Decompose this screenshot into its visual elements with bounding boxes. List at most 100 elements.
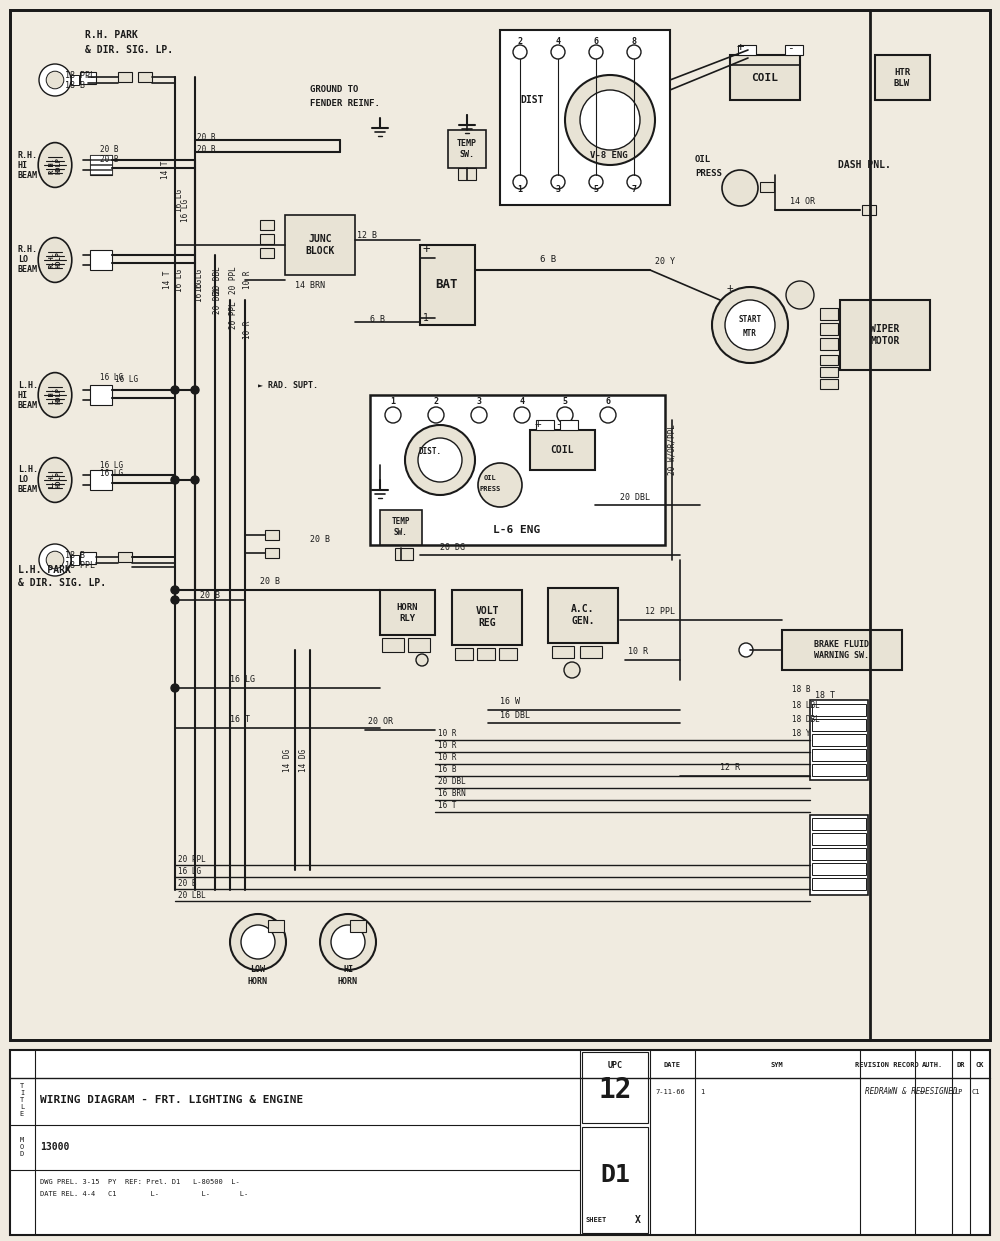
Circle shape xyxy=(416,654,428,666)
Circle shape xyxy=(513,175,527,189)
Circle shape xyxy=(722,170,758,206)
Bar xyxy=(452,589,522,645)
Text: REDRAWN & REDESIGNED: REDRAWN & REDESIGNED xyxy=(865,1087,958,1097)
Bar xyxy=(730,55,800,101)
Text: 3: 3 xyxy=(477,397,482,407)
Bar xyxy=(268,920,284,932)
Circle shape xyxy=(331,925,365,959)
Circle shape xyxy=(786,280,814,309)
Text: 10 R: 10 R xyxy=(628,648,648,656)
Bar xyxy=(350,920,366,932)
Text: L.H.: L.H. xyxy=(18,381,38,390)
Text: TEMP
SW.: TEMP SW. xyxy=(392,517,410,536)
Text: 16 LG: 16 LG xyxy=(196,268,205,292)
Bar xyxy=(260,220,274,230)
Bar xyxy=(285,215,355,276)
Text: +: + xyxy=(535,419,541,429)
Text: L-6 ENG: L-6 ENG xyxy=(493,525,541,535)
Text: M
O
D: M O D xyxy=(20,1137,24,1157)
Text: 16 LG: 16 LG xyxy=(100,469,123,478)
Bar xyxy=(80,72,96,84)
Bar xyxy=(90,165,112,169)
Text: 12 B: 12 B xyxy=(357,231,377,240)
Circle shape xyxy=(230,915,286,970)
Circle shape xyxy=(241,925,275,959)
Bar xyxy=(582,1052,648,1123)
Bar xyxy=(455,648,473,660)
Bar xyxy=(812,877,866,890)
Bar xyxy=(820,323,838,335)
Text: 1: 1 xyxy=(518,185,522,195)
Bar xyxy=(420,244,475,325)
Text: 20 B: 20 B xyxy=(100,145,119,154)
Text: 20 DBL: 20 DBL xyxy=(620,493,650,501)
Text: TEMP
SW.: TEMP SW. xyxy=(457,139,477,159)
Circle shape xyxy=(39,65,71,96)
Bar xyxy=(90,155,112,159)
Bar xyxy=(812,704,866,716)
Bar xyxy=(10,10,990,1040)
Text: 20 B: 20 B xyxy=(178,879,196,887)
Circle shape xyxy=(589,175,603,189)
Bar xyxy=(812,862,866,875)
Text: 16 T: 16 T xyxy=(438,802,456,810)
Text: R.H.
HDLP: R.H. HDLP xyxy=(48,252,62,268)
Text: BEAM: BEAM xyxy=(18,401,38,410)
Text: 6: 6 xyxy=(594,37,598,46)
Text: REVISION RECORD: REVISION RECORD xyxy=(855,1062,919,1069)
Text: LO: LO xyxy=(18,475,28,484)
Text: DASH PNL.: DASH PNL. xyxy=(838,160,891,170)
Text: 18 B: 18 B xyxy=(792,685,810,695)
Text: 20 DBL: 20 DBL xyxy=(214,287,222,314)
Bar xyxy=(812,764,866,776)
Text: HI: HI xyxy=(18,160,28,170)
Bar xyxy=(90,160,112,164)
Text: -: - xyxy=(787,43,793,53)
Bar xyxy=(395,549,413,560)
Bar xyxy=(820,367,838,377)
Text: 18 T: 18 T xyxy=(815,690,835,700)
Circle shape xyxy=(627,45,641,60)
Bar xyxy=(820,338,838,350)
Bar xyxy=(90,470,112,490)
Text: 18 Y: 18 Y xyxy=(792,730,810,738)
Text: 16 B: 16 B xyxy=(438,766,456,774)
Text: & DIR. SIG. LP.: & DIR. SIG. LP. xyxy=(85,45,173,55)
Bar xyxy=(265,549,279,558)
Circle shape xyxy=(551,175,565,189)
Text: HTR
BLW: HTR BLW xyxy=(894,68,910,88)
Text: PRESS: PRESS xyxy=(695,169,722,177)
Text: 20 PPL: 20 PPL xyxy=(230,266,239,294)
Bar xyxy=(80,552,96,563)
Bar xyxy=(118,552,132,562)
Bar xyxy=(499,648,517,660)
Text: 20 B: 20 B xyxy=(310,536,330,545)
Text: DATE: DATE xyxy=(664,1062,680,1069)
Circle shape xyxy=(320,915,376,970)
Bar xyxy=(448,130,486,168)
Text: +: + xyxy=(422,243,430,257)
Text: 10 R: 10 R xyxy=(438,742,456,751)
Text: +: + xyxy=(736,41,744,55)
Text: VOLT
REG: VOLT REG xyxy=(475,606,499,628)
Text: MTR: MTR xyxy=(743,329,757,338)
Text: 5: 5 xyxy=(594,185,598,195)
Text: DR: DR xyxy=(957,1062,965,1069)
Text: 14 DG: 14 DG xyxy=(300,748,308,772)
Text: 4: 4 xyxy=(520,397,524,407)
Circle shape xyxy=(471,407,487,423)
Text: 16 LG: 16 LG xyxy=(176,268,184,292)
Circle shape xyxy=(171,386,179,393)
Text: LOW: LOW xyxy=(250,965,266,974)
Text: 20 B: 20 B xyxy=(100,155,119,165)
Bar xyxy=(820,308,838,320)
Text: 20 W/OR/PPL: 20 W/OR/PPL xyxy=(668,424,676,475)
Text: 1: 1 xyxy=(390,397,396,407)
Text: 12 PPL: 12 PPL xyxy=(645,608,675,617)
Circle shape xyxy=(551,45,565,60)
Text: COIL: COIL xyxy=(752,73,778,83)
Text: BEAM: BEAM xyxy=(18,170,38,180)
Text: SHEET: SHEET xyxy=(585,1217,606,1222)
Text: +: + xyxy=(727,283,733,293)
Bar xyxy=(812,848,866,860)
